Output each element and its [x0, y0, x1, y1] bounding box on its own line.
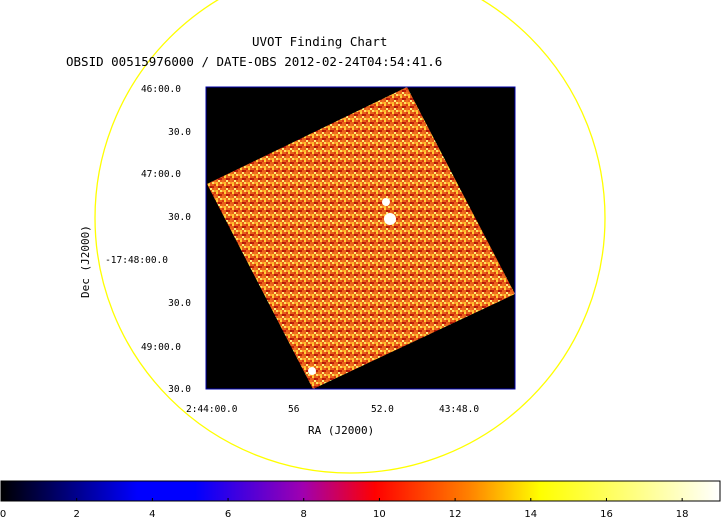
bright-source	[384, 213, 396, 225]
colorbar-tick-label: 18	[676, 509, 689, 520]
y-tick-label: 46:00.0	[140, 84, 181, 95]
x-tick-label: 56	[288, 404, 300, 415]
y-tick-label: 30.0	[168, 212, 191, 223]
colorbar-tick-label: 16	[600, 509, 613, 520]
bright-source	[382, 198, 390, 206]
x-axis-label: RA (J2000)	[308, 424, 375, 437]
colorbar-tick-label: 6	[225, 509, 231, 520]
y-axis-label: Dec (J2000)	[79, 225, 92, 298]
chart-subtitle: OBSID 00515976000 / DATE-OBS 2012-02-24T…	[66, 54, 443, 69]
colorbar-tick-label: 4	[149, 509, 155, 520]
x-tick-label: 43:48.0	[439, 404, 480, 415]
y-tick-label: 30.0	[168, 384, 191, 395]
x-tick-label: 52.0	[371, 404, 394, 415]
y-tick-label: 30.0	[168, 127, 191, 138]
y-tick-label: 47:00.0	[140, 169, 181, 180]
image-frame	[205, 86, 516, 390]
exposure-region	[207, 87, 515, 389]
colorbar-tick-label: 2	[73, 509, 79, 520]
y-tick-label: -17:48:00.0	[105, 255, 168, 266]
colorbar	[0, 480, 721, 502]
y-tick-label: 30.0	[168, 298, 191, 309]
colorbar-tick-label: 10	[373, 509, 386, 520]
y-tick-label: 49:00.0	[140, 342, 181, 353]
chart-title: UVOT Finding Chart	[252, 34, 388, 49]
colorbar-tick-label: 8	[301, 509, 307, 520]
colorbar-ticks: 0 2 4 6 8 10 12 14 16 18	[0, 498, 689, 520]
colorbar-tick-label: 0	[0, 509, 6, 520]
colorbar-tick-label: 12	[449, 509, 462, 520]
bright-source	[308, 367, 316, 375]
field-of-view-circle	[94, 0, 606, 474]
x-tick-label: 2:44:00.0	[186, 404, 238, 415]
colorbar-tick-label: 14	[524, 509, 537, 520]
